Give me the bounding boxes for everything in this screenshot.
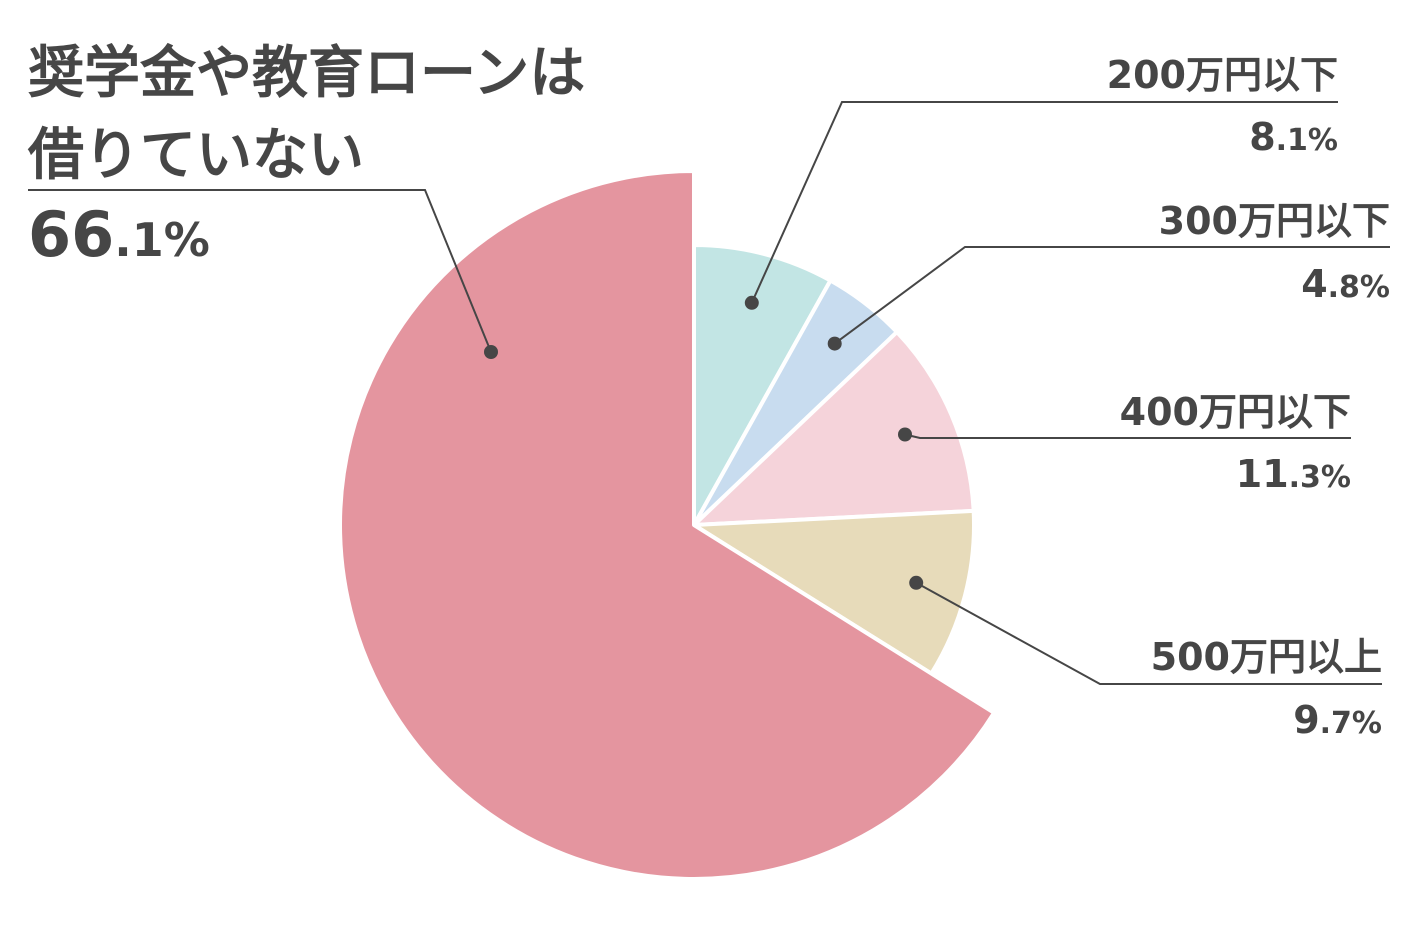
leader-line-2 [834, 246, 1390, 345]
leader-dot-3 [898, 427, 912, 442]
leader-dot-4 [909, 575, 924, 590]
slice-label-4: 500万円以上 [1151, 635, 1382, 679]
slice-value-4: 9.7% [1293, 698, 1382, 742]
pie-slice-4 [692, 508, 977, 676]
leader-dot-5 [484, 345, 498, 359]
slice-value-1: 8.1% [1249, 115, 1338, 159]
leader-line-3 [904, 433, 1351, 439]
slice-value-3: 11.3% [1236, 452, 1351, 496]
slices-layer [338, 169, 997, 881]
slice-label-2: 300万円以下 [1159, 199, 1390, 243]
pie-slice-5 [338, 169, 997, 881]
slice-label-1: 200万円以下 [1107, 53, 1338, 97]
pie-slice-3 [692, 330, 976, 527]
slice-label-5-line-2: 借りていない [27, 123, 364, 188]
leader-dot-1 [744, 295, 759, 310]
slice-label-5-line-1: 奨学金や教育ローンは [28, 41, 585, 106]
leader-line-1 [750, 101, 1338, 304]
slice-label-3: 400万円以下 [1120, 390, 1351, 434]
leader-dot-2 [827, 336, 842, 351]
leader-line-4 [915, 581, 1382, 685]
pie-slice-1 [692, 243, 833, 527]
leader-line-5 [28, 189, 492, 353]
slice-value-2: 4.8% [1301, 262, 1390, 306]
slice-value-5: 66.1% [28, 198, 210, 271]
labels-layer: 200万円以下 8.1% 300万円以下 4.8% 400万円以下 11.3% 500万円以… [27, 41, 1390, 742]
leaders-layer [28, 101, 1390, 685]
